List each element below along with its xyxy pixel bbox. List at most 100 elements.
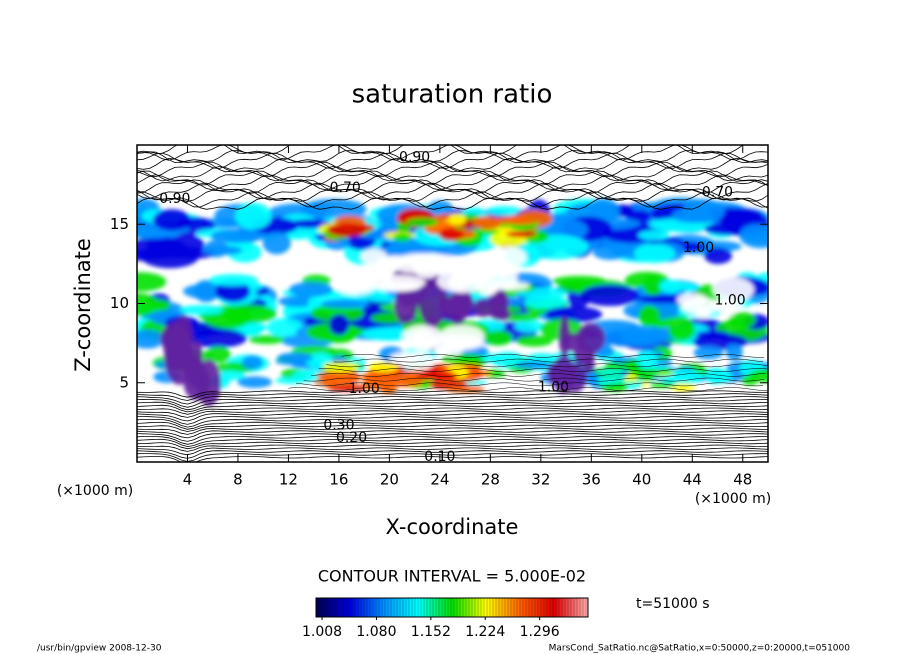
colorbar — [315, 597, 589, 618]
contour-line — [333, 358, 764, 363]
contour-label: 0.90 — [159, 191, 190, 207]
fill-blob — [704, 247, 733, 264]
y-tick-label: 10 — [110, 294, 129, 312]
contour-line — [137, 145, 768, 155]
contour-line — [137, 407, 768, 415]
fill-blob — [320, 299, 371, 309]
fill-layer — [137, 197, 768, 407]
fill-blob — [389, 352, 419, 366]
fill-blob — [209, 273, 258, 287]
fill-blob — [659, 279, 683, 294]
fill-blob — [696, 330, 730, 339]
contour-label: 1.00 — [349, 381, 380, 397]
fill-blob — [592, 243, 628, 260]
y-tick-label: 15 — [110, 215, 129, 233]
x-tick-label: 24 — [430, 471, 449, 489]
fill-blob — [369, 361, 399, 373]
fill-blob — [522, 295, 568, 309]
fill-blob — [186, 357, 207, 389]
fill-blob — [676, 293, 708, 307]
fill-blob — [234, 202, 272, 230]
fill-blob — [671, 382, 696, 392]
contour-label: 0.70 — [330, 180, 361, 196]
x-tick-label: 44 — [683, 471, 702, 489]
fill-blob — [740, 224, 768, 243]
contour-line — [137, 456, 768, 462]
contour-line — [137, 390, 768, 398]
fill-blob — [137, 329, 165, 349]
colorbar-tick-label: 1.152 — [411, 624, 451, 640]
fill-blob — [633, 243, 676, 264]
contour-line — [137, 161, 768, 178]
fill-blob — [660, 375, 696, 383]
contour-line — [137, 424, 768, 432]
contour-label: 0.20 — [336, 430, 367, 446]
fill-blob — [709, 299, 744, 312]
fill-blob — [241, 355, 263, 370]
contour-line — [137, 179, 768, 194]
fill-blob — [373, 281, 422, 292]
contour-line — [137, 157, 768, 173]
fill-blob — [561, 333, 586, 352]
fill-blob — [262, 231, 291, 255]
fill-blob — [392, 232, 412, 242]
fill-blob — [638, 305, 661, 327]
contour-line — [137, 450, 768, 459]
x-tick-label: 4 — [183, 471, 193, 489]
contour-label: 0.90 — [399, 150, 430, 166]
contour-line — [288, 387, 768, 391]
fill-blob — [335, 277, 377, 289]
fill-blob — [504, 214, 540, 225]
contour-line — [137, 191, 768, 208]
x-tick-label: 48 — [733, 471, 752, 489]
fill-blob — [406, 217, 439, 227]
x-tick-label: 8 — [233, 471, 243, 489]
x-tick-label: 12 — [279, 471, 298, 489]
fill-blob — [173, 315, 194, 367]
contour-line — [318, 368, 767, 372]
contour-line — [137, 419, 768, 428]
contour-line — [137, 413, 768, 422]
fill-blob — [360, 248, 388, 265]
fill-blob — [514, 320, 546, 333]
contour-line — [137, 396, 768, 405]
fill-blob — [486, 205, 522, 216]
fill-blob — [638, 230, 670, 241]
contour-line — [137, 421, 768, 430]
y-axis-label: Z-coordinate — [71, 238, 95, 372]
fill-blob — [288, 281, 333, 297]
fill-blob — [712, 277, 755, 302]
contour-line — [311, 372, 766, 377]
fill-blob — [728, 312, 756, 329]
fill-blob — [217, 370, 246, 381]
contour-line — [137, 149, 768, 164]
contour-label: 1.00 — [715, 292, 746, 308]
fill-blob — [516, 335, 553, 347]
contour-line — [326, 363, 768, 368]
x-tick-label: 36 — [582, 471, 601, 489]
contour-line — [137, 170, 768, 186]
contour-interval: CONTOUR INTERVAL = 5.000E-02 — [318, 567, 586, 586]
fill-blob — [248, 335, 285, 345]
chart-title: saturation ratio — [352, 80, 553, 110]
x-tick-label: 20 — [380, 471, 399, 489]
contour-line — [137, 453, 768, 462]
fill-blob — [427, 200, 453, 217]
fill-blob — [267, 318, 303, 337]
fill-blob — [514, 360, 552, 369]
fill-blob — [187, 328, 248, 348]
contour-line — [137, 182, 768, 199]
fill-blob — [438, 227, 464, 242]
contour-line — [137, 398, 768, 408]
x-axis-label: X-coordinate — [386, 515, 519, 539]
fill-blob — [505, 231, 537, 238]
fill-blob — [490, 288, 509, 318]
fill-blob — [210, 228, 264, 243]
contour-field: 0.100.200.301.00 1.000.900.700.900.701.00… — [137, 145, 768, 462]
contour-line — [303, 377, 765, 382]
contour-lines — [137, 145, 768, 462]
fill-blob — [328, 314, 350, 336]
fill-blob — [327, 385, 367, 392]
time-label: t=51000 s — [636, 596, 710, 612]
